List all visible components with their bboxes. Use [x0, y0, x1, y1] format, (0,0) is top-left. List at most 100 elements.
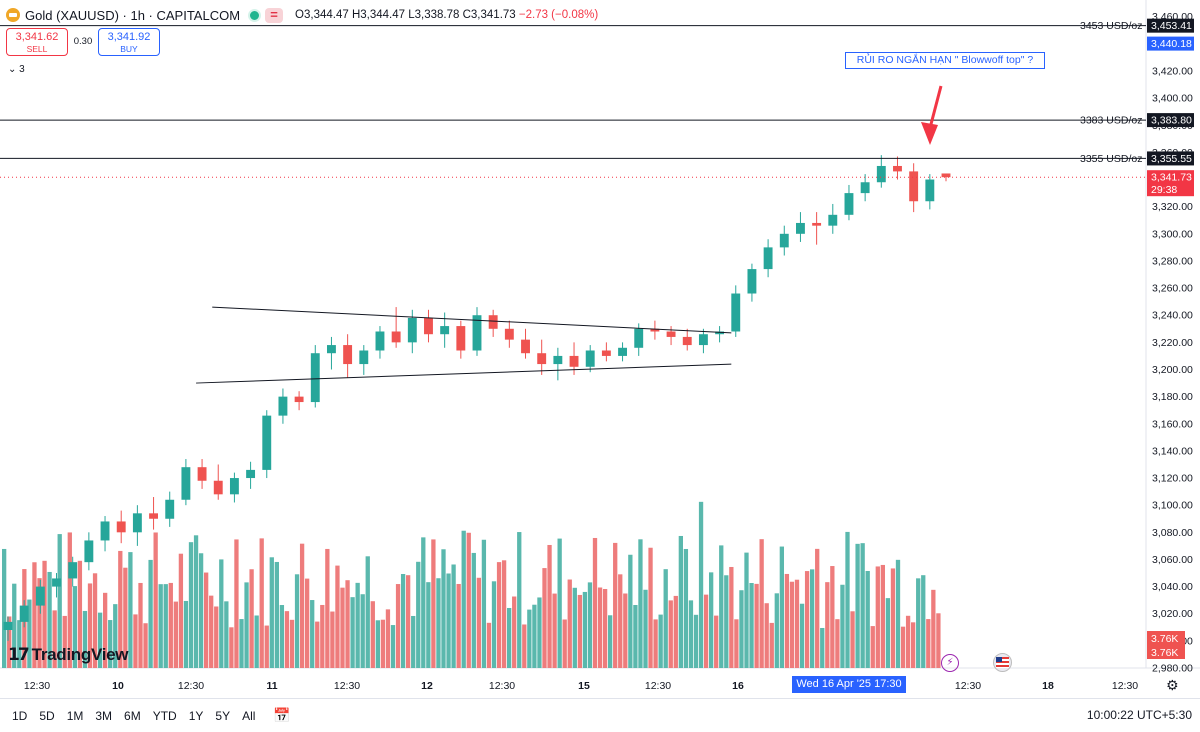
y-tick-label: 3,240.00: [1152, 310, 1193, 322]
volume-bar: [92, 573, 98, 668]
volume-bar: [557, 538, 562, 668]
y-tick-label: 3,280.00: [1152, 255, 1193, 267]
x-tick-label: 12:30: [24, 680, 50, 692]
last-price-badge: [1147, 170, 1194, 197]
us-flag-icon[interactable]: [993, 653, 1012, 672]
lightning-icon[interactable]: ⚡: [941, 654, 959, 672]
sell-button[interactable]: 3,341.62 SELL: [6, 28, 68, 56]
range-3m[interactable]: 3M: [95, 708, 113, 723]
candle-body: [925, 179, 935, 202]
clock[interactable]: 10:00:22 UTC+5:30: [1086, 708, 1192, 722]
price-badge-text: 3,383.80: [1151, 115, 1192, 127]
volume-bar: [461, 530, 466, 668]
volume-bar: [774, 593, 779, 668]
candle-body: [246, 469, 256, 479]
equals-icon[interactable]: =: [265, 7, 284, 23]
volume-bar: [916, 578, 921, 668]
volume-bar: [168, 582, 173, 668]
hline-label: 3453 USD/oz: [1080, 20, 1142, 32]
candle-body: [763, 247, 773, 270]
volume-badge-text: 3.76K: [1151, 647, 1178, 659]
volume-bar: [209, 595, 214, 668]
volume-bar: [173, 601, 178, 668]
tradingview-watermark[interactable]: 𝟭𝟳 TradingView: [8, 645, 129, 665]
volume-bar: [744, 552, 749, 668]
range-1m[interactable]: 1M: [66, 708, 84, 723]
range-ytd[interactable]: YTD: [152, 708, 177, 723]
range-1d[interactable]: 1D: [12, 708, 28, 723]
volume-bar: [885, 598, 891, 668]
volume-bar: [431, 539, 436, 668]
volume-bar: [27, 599, 32, 668]
hline-label: 3355 USD/oz: [1080, 153, 1142, 165]
candle-body: [504, 328, 514, 340]
volume-bar: [123, 567, 128, 668]
candle-body: [391, 331, 401, 343]
volume-bar: [320, 604, 325, 668]
volume-bar: [229, 627, 234, 668]
annotation-label[interactable]: RỦI RO NGẮN HẠN " Blowwoff top" ?: [845, 52, 1045, 69]
symbol-title[interactable]: Gold (XAUUSD) · 1h · CAPITALCOM: [25, 7, 241, 23]
volume-bar: [532, 604, 537, 668]
volume-bar: [219, 559, 224, 668]
volume-bar: [931, 589, 936, 668]
volume-bar: [244, 582, 249, 668]
candle-body: [456, 326, 466, 351]
indicators-toggle[interactable]: ⌄ 3: [6, 62, 34, 78]
volume-bar: [224, 601, 229, 668]
volume-bar: [133, 614, 138, 668]
volume-bar: [835, 619, 840, 668]
price-badge: [1147, 113, 1194, 128]
candle-body: [682, 336, 692, 346]
y-tick-label: 3,420.00: [1152, 65, 1193, 77]
candle-body: [68, 562, 78, 579]
candle-body: [618, 347, 627, 356]
buy-button[interactable]: 3,341.92 BUY: [98, 28, 160, 56]
gear-icon[interactable]: ⚙: [1166, 677, 1179, 693]
volume-bar: [653, 619, 658, 668]
calendar-range-icon[interactable]: 📅: [273, 707, 291, 723]
candle-body: [213, 480, 223, 495]
volume-bar: [572, 587, 577, 668]
volume-bar: [52, 610, 57, 668]
volume-bar: [239, 619, 244, 668]
indicators-count: 3: [19, 64, 25, 75]
range-5d[interactable]: 5D: [39, 708, 55, 723]
candle-body: [262, 415, 272, 470]
volume-bar: [522, 624, 527, 668]
candle-body: [294, 396, 304, 403]
volume-bar: [143, 623, 148, 668]
volume-bar: [799, 603, 805, 668]
range-1y[interactable]: 1Y: [188, 708, 204, 723]
volume-bar: [658, 614, 663, 668]
volume-bar: [608, 615, 613, 668]
range-6m[interactable]: 6M: [124, 708, 141, 723]
y-tick-label: 3,020.00: [1152, 608, 1193, 620]
volume-bar: [481, 539, 487, 668]
volume-bar: [633, 605, 638, 668]
volume-bar: [446, 573, 451, 668]
volume-bar: [562, 619, 567, 668]
volume-bar: [57, 534, 62, 668]
candle-body: [569, 355, 579, 367]
volume-bar: [542, 568, 547, 668]
volume-bar: [794, 579, 800, 668]
range-5y[interactable]: 5Y: [215, 708, 231, 723]
candle-body: [84, 540, 94, 563]
x-tick-label: 15: [578, 680, 590, 692]
candle-body: [310, 353, 320, 403]
candle-body: [375, 331, 385, 351]
y-tick-label: 2,980.00: [1152, 663, 1193, 675]
volume-bar: [926, 619, 931, 668]
y-tick-label: 3,060.00: [1152, 554, 1193, 566]
x-tick-label: 12: [421, 680, 433, 692]
candle-body: [731, 293, 741, 332]
price-chart[interactable]: 3,460.003,440.003,420.003,400.003,380.00…: [0, 0, 1200, 698]
candle-body: [181, 467, 191, 500]
volume-bar: [42, 560, 47, 668]
volume-bar: [749, 583, 754, 668]
y-tick-label: 3,260.00: [1152, 283, 1193, 295]
y-tick-label: 3,220.00: [1152, 337, 1193, 349]
range-all[interactable]: All: [242, 708, 256, 723]
candle-body: [585, 350, 595, 367]
